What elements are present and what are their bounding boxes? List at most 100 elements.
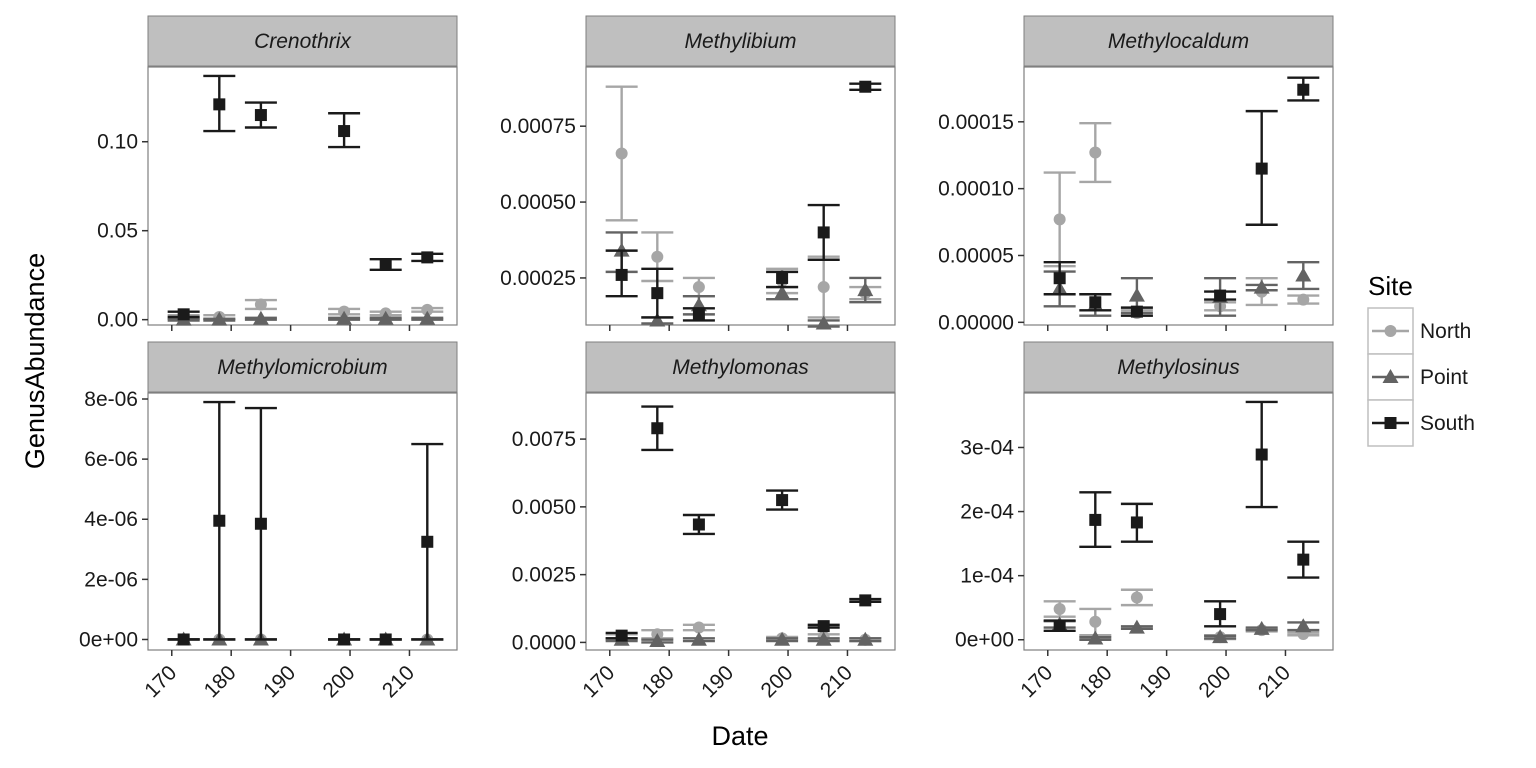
data-point-south (776, 494, 789, 507)
data-point-north (651, 250, 664, 263)
data-point-point (857, 631, 874, 646)
y-tick-label: 8e-06 (84, 388, 138, 411)
x-tick-label: 200 (1195, 661, 1236, 702)
data-point-north (421, 303, 434, 316)
y-tick-label: 0.05 (97, 220, 138, 243)
data-point-north (1130, 591, 1143, 604)
x-tick-label: 200 (319, 661, 360, 702)
data-point-south (379, 258, 392, 271)
x-tick-label: 190 (697, 661, 738, 702)
facet-panel: Methylosinus 0e+00 1e-04 2e-04 3e-04 170 180 19… (955, 341, 1334, 702)
y-tick-label: 0e+00 (79, 628, 138, 651)
data-point-point (419, 310, 436, 325)
legend-key-north (1384, 325, 1397, 337)
data-point-south (177, 308, 190, 321)
data-point-south (1130, 516, 1143, 529)
x-tick-label: 170 (578, 661, 619, 702)
facet-panel: Crenothrix 0.00 0.05 0.10 (97, 15, 458, 332)
data-point-south (1255, 448, 1268, 461)
data-point-north (254, 298, 267, 311)
data-point-point (815, 315, 832, 330)
data-point-north (1089, 146, 1102, 159)
data-point-point (690, 631, 707, 646)
data-point-north (692, 621, 705, 634)
y-axis-title: GenusAbundance (20, 253, 50, 469)
data-point-south (338, 633, 351, 646)
facet-strip (147, 341, 458, 393)
y-tick-label: 0.00050 (500, 191, 576, 214)
data-point-south (1053, 272, 1066, 285)
data-point-south (615, 629, 628, 642)
data-point-point (774, 631, 791, 646)
data-point-south (692, 308, 705, 321)
x-tick-label: 180 (638, 661, 679, 702)
y-tick-label: 0.00005 (938, 244, 1014, 267)
data-point-south (213, 98, 226, 111)
y-tick-label: 0.0025 (512, 564, 576, 587)
y-tick-label: 6e-06 (84, 448, 138, 471)
y-tick-label: 0.00000 (938, 311, 1014, 334)
legend-key-point (1382, 369, 1399, 383)
data-point-south (1297, 553, 1310, 566)
facet-strip-label: Methylocaldum (1108, 30, 1249, 53)
data-point-point (1295, 618, 1312, 633)
data-point-south (213, 514, 226, 527)
data-point-north (817, 281, 830, 294)
data-point-south (692, 518, 705, 531)
data-point-south (817, 226, 830, 239)
y-tick-label: 0e+00 (955, 629, 1014, 652)
data-point-south (615, 268, 628, 281)
y-tick-label: 0.0075 (512, 428, 576, 451)
y-tick-label: 0.00010 (938, 178, 1014, 201)
x-tick-label: 170 (1016, 661, 1057, 702)
y-tick-label: 2e-04 (960, 501, 1014, 524)
data-point-point (1212, 629, 1229, 644)
panel-frame (585, 66, 896, 326)
y-tick-label: 1e-04 (960, 565, 1014, 588)
data-point-south (338, 125, 351, 138)
data-point-south (1089, 296, 1102, 309)
data-point-point (377, 310, 394, 325)
x-tick-label: 190 (259, 661, 300, 702)
data-point-north (1053, 213, 1066, 226)
data-point-south (421, 251, 434, 264)
data-point-north (1089, 615, 1102, 628)
panel-frame (1023, 66, 1334, 326)
x-tick-label: 190 (1135, 661, 1176, 702)
legend-label-point: Point (1420, 366, 1468, 389)
y-tick-label: 2e-06 (84, 568, 138, 591)
data-point-point (774, 285, 791, 300)
data-point-point (211, 311, 228, 326)
data-point-south (1089, 513, 1102, 526)
y-tick-label: 0.00025 (500, 267, 576, 290)
x-tick-label: 210 (1254, 661, 1295, 702)
data-point-south (379, 633, 392, 646)
data-point-north (1053, 602, 1066, 615)
facet-panel: Methylocaldum 0.00000 0.00005 0.00010 0.0001… (938, 15, 1334, 334)
data-point-south (1214, 289, 1227, 302)
data-point-south (1255, 162, 1268, 175)
data-point-point (815, 631, 832, 646)
legend: Site North Point South (1367, 271, 1475, 447)
legend-title: Site (1368, 271, 1413, 301)
facet-strip-label: Crenothrix (254, 30, 352, 53)
facet-strip (1023, 341, 1334, 393)
legend-label-north: North (1420, 320, 1471, 343)
data-point-point (1295, 267, 1312, 282)
facet-strip (147, 15, 458, 67)
y-tick-label: 0.00015 (938, 111, 1014, 134)
x-tick-label: 180 (200, 661, 241, 702)
facet-strip-label: Methylibium (684, 30, 796, 53)
data-point-point (1128, 619, 1145, 634)
data-point-south (651, 422, 664, 435)
data-point-point (336, 310, 353, 325)
x-axis-title: Date (711, 721, 768, 751)
panel-frame (1023, 392, 1334, 651)
data-point-point (1253, 279, 1270, 294)
facet-panel: Methylomicrobium 0e+00 2e-06 4e-06 6e-06 8e-0… (79, 341, 458, 702)
facet-strip (1023, 15, 1334, 67)
facet-strip-label: Methylomicrobium (217, 356, 387, 379)
x-tick-label: 210 (816, 661, 857, 702)
data-point-north (615, 147, 628, 160)
